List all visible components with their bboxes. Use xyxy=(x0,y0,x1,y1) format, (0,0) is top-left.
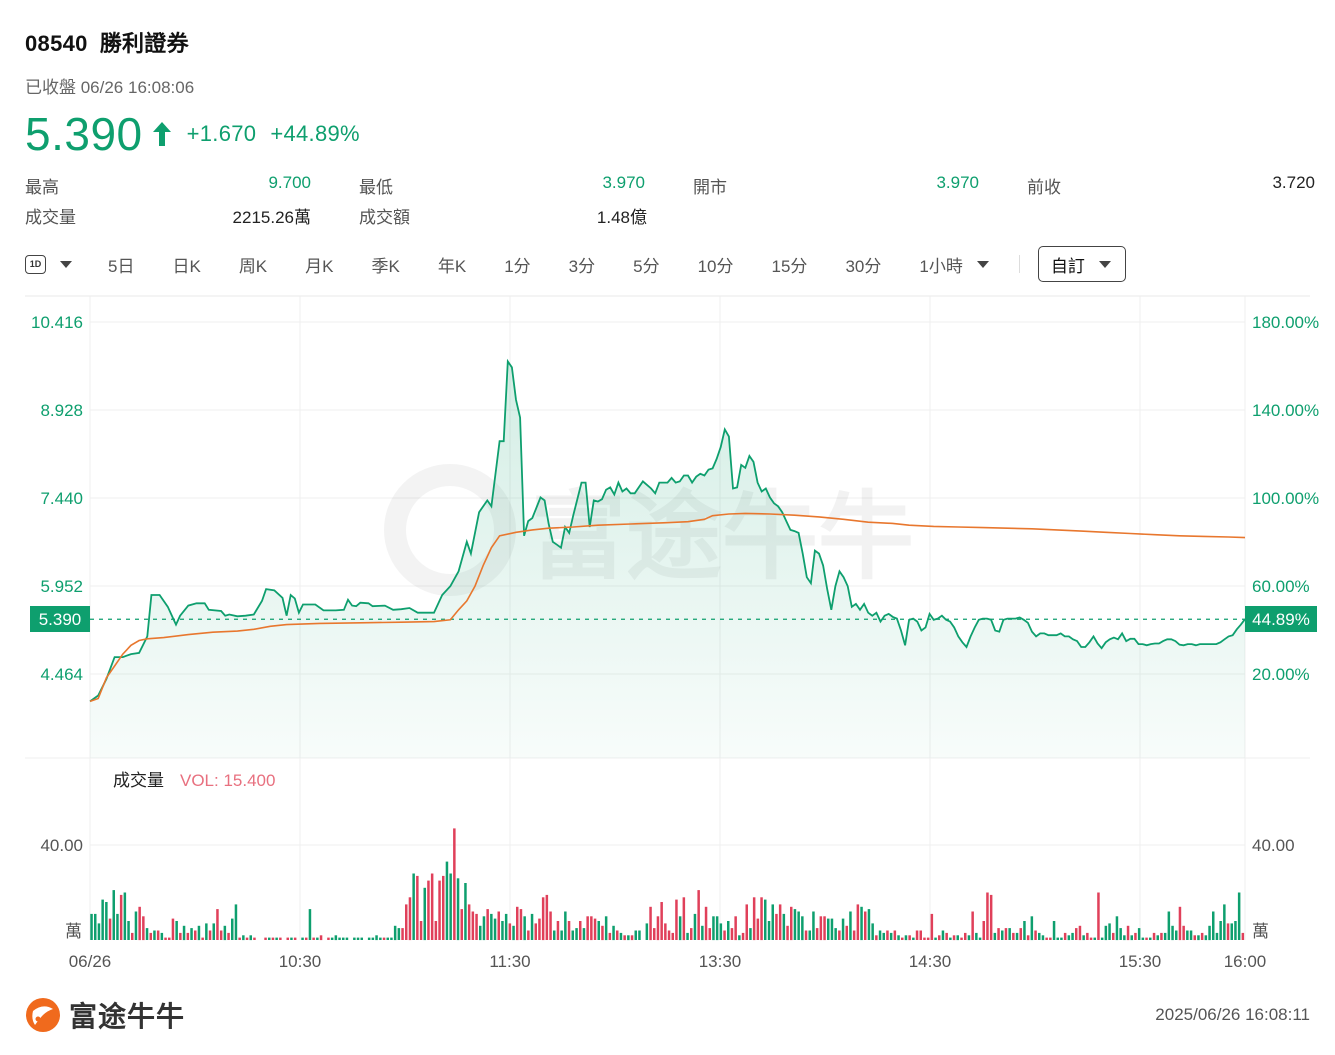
stat-label: 開市 xyxy=(693,177,727,197)
stats-panel: 最高 9.700 最低 3.970 開市 3.970 前收 3.720 成交量 2215.… xyxy=(25,170,1315,230)
stat-value: 3.970 xyxy=(602,172,645,192)
volume-title: 成交量 xyxy=(113,771,164,790)
svg-text:13:30: 13:30 xyxy=(699,952,742,971)
stat-value: 3.720 xyxy=(1272,172,1315,192)
tab-daily-k[interactable]: 日K xyxy=(172,256,201,276)
svg-text:20.00%: 20.00% xyxy=(1252,665,1310,684)
svg-text:7.440: 7.440 xyxy=(40,489,83,508)
tab-3min[interactable]: 3分 xyxy=(568,256,596,276)
stat-label: 成交額 xyxy=(359,207,410,227)
stat-prev-close: 前收 3.720 xyxy=(1027,173,1315,198)
futu-logo-icon xyxy=(26,998,60,1032)
stats-row: 最高 9.700 最低 3.970 開市 3.970 前收 3.720 xyxy=(25,170,1315,200)
hour-dropdown[interactable]: 1小時 xyxy=(919,252,989,277)
stat-label: 最高 xyxy=(25,177,59,197)
volume-unit-right: 萬 xyxy=(1252,922,1269,941)
last-price: 5.390 xyxy=(25,108,143,160)
price-change: +1.670 xyxy=(186,121,257,146)
svg-text:4.464: 4.464 xyxy=(40,665,83,684)
svg-text:10:30: 10:30 xyxy=(279,952,322,971)
brand-name: 富途牛牛 xyxy=(69,1001,186,1032)
last-pct-badge: 44.89% xyxy=(1245,606,1317,632)
stat-open: 開市 3.970 xyxy=(693,173,1027,198)
tab-10min[interactable]: 10分 xyxy=(697,256,734,276)
svg-text:16:00: 16:00 xyxy=(1224,952,1267,971)
price-area-fill xyxy=(90,361,1245,758)
custom-dropdown-label: 自訂 xyxy=(1050,256,1085,276)
period-toolbar: 1D 5日 日K 周K 月K 季K 年K 1分 3分 5分 10分 15分 30… xyxy=(25,246,1126,282)
svg-text:15:30: 15:30 xyxy=(1119,952,1162,971)
svg-text:5.952: 5.952 xyxy=(40,577,83,596)
stat-value: 3.970 xyxy=(936,172,979,192)
market-status: 已收盤 06/26 16:08:06 xyxy=(25,78,195,97)
price-line xyxy=(89,358,1246,703)
stat-high: 最高 9.700 xyxy=(25,173,359,198)
custom-dropdown[interactable]: 自訂 xyxy=(1037,246,1126,282)
stock-name: 勝利證券 xyxy=(99,31,189,56)
average-price-line xyxy=(89,512,1246,703)
svg-text:06/26: 06/26 xyxy=(69,952,112,971)
price-row: 5.390 +1.670 +44.89% xyxy=(25,108,374,160)
svg-text:180.00%: 180.00% xyxy=(1252,313,1319,332)
tab-30min[interactable]: 30分 xyxy=(845,256,882,276)
svg-text:100.00%: 100.00% xyxy=(1252,489,1319,508)
svg-text:140.00%: 140.00% xyxy=(1252,401,1319,420)
volume-bars xyxy=(90,828,1245,941)
y-axis-left: 10.416 8.928 7.440 5.952 4.464 xyxy=(31,313,83,684)
volume-tick-left: 40.00 xyxy=(40,836,83,855)
stat-label: 最低 xyxy=(359,177,393,197)
stat-volume: 成交量 2215.26萬 xyxy=(25,203,359,228)
calendar-1d-icon: 1D xyxy=(25,254,46,274)
brand-logo: 富途牛牛 xyxy=(25,995,185,1035)
toolbar-divider xyxy=(1018,255,1020,273)
snapshot-timestamp: 2025/06/26 16:08:11 xyxy=(1155,1005,1310,1024)
price-change-pct: +44.89% xyxy=(270,121,360,146)
last-price-badge: 5.390 xyxy=(30,606,90,632)
volume-legend: VOL: 15.400 xyxy=(180,771,275,790)
tab-monthly-k[interactable]: 月K xyxy=(305,256,334,276)
hour-dropdown-label: 1小時 xyxy=(919,256,963,276)
last-pct-badge-text: 44.89% xyxy=(1252,610,1310,629)
last-price-badge-text: 5.390 xyxy=(39,610,82,629)
stat-value: 9.700 xyxy=(268,172,311,192)
stock-code: 08540 xyxy=(25,31,88,56)
period-dropdown[interactable]: 1D xyxy=(25,254,72,274)
svg-text:11:30: 11:30 xyxy=(489,952,530,971)
volume-tick-right: 40.00 xyxy=(1252,836,1295,855)
stats-row: 成交量 2215.26萬 成交額 1.48億 xyxy=(25,200,1315,230)
caret-down-icon xyxy=(1098,260,1111,268)
svg-text:8.928: 8.928 xyxy=(40,401,83,420)
tab-weekly-k[interactable]: 周K xyxy=(238,256,268,276)
tab-15min[interactable]: 15分 xyxy=(771,256,808,276)
svg-text:10.416: 10.416 xyxy=(31,313,83,332)
stat-value: 1.48億 xyxy=(596,207,647,227)
stat-label: 成交量 xyxy=(25,207,76,227)
y-axis-right: 180.00% 140.00% 100.00% 60.00% 20.00% xyxy=(1252,313,1319,684)
x-axis: 06/26 10:30 11:30 13:30 14:30 15:30 16:00 xyxy=(69,952,1267,971)
svg-text:14:30: 14:30 xyxy=(909,952,952,971)
stat-low: 最低 3.970 xyxy=(359,173,693,198)
stat-value: 2215.26萬 xyxy=(232,207,311,227)
arrow-up-icon xyxy=(152,122,171,146)
tab-5min[interactable]: 5分 xyxy=(633,256,660,276)
stat-turnover: 成交額 1.48億 xyxy=(359,203,647,228)
stat-label: 前收 xyxy=(1027,177,1061,197)
stock-title: 08540 勝利證券 xyxy=(25,26,189,58)
caret-down-icon xyxy=(60,260,72,268)
tab-1min[interactable]: 1分 xyxy=(504,256,531,276)
tab-quarterly-k[interactable]: 季K xyxy=(371,256,400,276)
caret-down-icon xyxy=(976,260,989,268)
volume-unit-left: 萬 xyxy=(65,922,82,941)
tab-5day[interactable]: 5日 xyxy=(108,256,135,276)
svg-text:60.00%: 60.00% xyxy=(1252,577,1310,596)
tab-yearly-k[interactable]: 年K xyxy=(437,256,467,276)
